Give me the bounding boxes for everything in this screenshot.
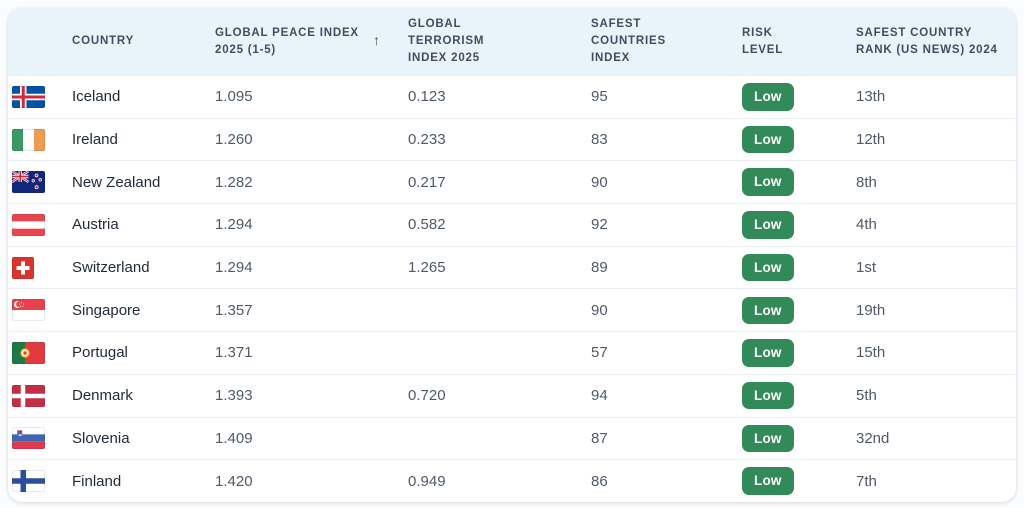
sort-ascending-icon[interactable]: ↑ bbox=[373, 32, 381, 49]
terrorism-index-value bbox=[400, 288, 583, 332]
column-header-label: GLOBAL TERRORISM INDEX 2025 bbox=[408, 18, 485, 64]
portugal-flag-icon bbox=[12, 341, 45, 364]
us-news-rank-value: 4th bbox=[848, 203, 1016, 247]
column-header-label: COUNTRY bbox=[72, 35, 135, 48]
table-row: Slovenia 1.409 87 Low 32nd bbox=[8, 416, 1016, 460]
safest-index-value: 95 bbox=[583, 75, 734, 119]
denmark-flag-icon bbox=[12, 384, 45, 407]
peace-index-value: 1.282 bbox=[207, 160, 400, 204]
terrorism-index-value bbox=[400, 331, 583, 375]
safest-index-value: 83 bbox=[583, 117, 734, 161]
us-news-rank-value: 12th bbox=[848, 117, 1016, 161]
country-name: New Zealand bbox=[72, 173, 161, 191]
country-name: Austria bbox=[72, 216, 119, 234]
safest-index-value: 92 bbox=[583, 203, 734, 247]
risk-level-badge: Low bbox=[742, 339, 794, 367]
country-name: Ireland bbox=[72, 131, 118, 149]
safest-index-value: 90 bbox=[583, 288, 734, 332]
risk-level-badge: Low bbox=[742, 125, 794, 154]
peace-index-value: 1.294 bbox=[207, 245, 400, 289]
risk-level-badge: Low bbox=[742, 296, 794, 325]
risk-level-badge: Low bbox=[742, 467, 794, 495]
column-header-label: SAFEST COUNTRIES INDEX bbox=[591, 18, 666, 64]
ireland-flag-icon bbox=[12, 128, 45, 151]
column-header-label: RISK LEVEL bbox=[742, 26, 784, 56]
table-header-row: COUNTRY GLOBAL PEACE INDEX 2025 (1-5) ↑ … bbox=[8, 8, 1016, 76]
column-header-safest-index[interactable]: SAFEST COUNTRIES INDEX bbox=[583, 8, 734, 76]
risk-level-badge: Low bbox=[742, 424, 794, 453]
us-news-rank-value: 8th bbox=[848, 160, 1016, 204]
column-header-terrorism-index[interactable]: GLOBAL TERRORISM INDEX 2025 bbox=[400, 8, 583, 76]
table-row: New Zealand 1.282 0.217 90 Low 8th bbox=[8, 160, 1016, 204]
country-name: Iceland bbox=[72, 88, 121, 106]
us-news-rank-value: 19th bbox=[848, 288, 1016, 332]
safest-index-value: 90 bbox=[583, 160, 734, 204]
table-row: Switzerland 1.294 1.265 89 Low 1st bbox=[8, 245, 1016, 289]
slovenia-flag-icon bbox=[12, 427, 45, 450]
column-header-us-news-rank[interactable]: SAFEST COUNTRY RANK (US NEWS) 2024 bbox=[848, 8, 1016, 76]
table-row: Singapore 1.357 90 Low 19th bbox=[8, 288, 1016, 332]
terrorism-index-value: 0.582 bbox=[400, 203, 583, 247]
austria-flag-icon bbox=[12, 213, 45, 236]
peace-index-value: 1.260 bbox=[207, 117, 400, 161]
column-header-label: GLOBAL PEACE INDEX 2025 (1-5) bbox=[215, 26, 359, 56]
us-news-rank-value: 13th bbox=[848, 75, 1016, 119]
country-name: Switzerland bbox=[72, 259, 150, 277]
risk-level-badge: Low bbox=[742, 381, 794, 410]
us-news-rank-value: 32nd bbox=[848, 416, 1016, 460]
peace-index-value: 1.393 bbox=[207, 373, 400, 417]
iceland-flag-icon bbox=[12, 85, 45, 108]
safest-index-value: 94 bbox=[583, 373, 734, 417]
table-row: Portugal 1.371 57 Low 15th bbox=[8, 331, 1016, 375]
terrorism-index-value: 1.265 bbox=[400, 245, 583, 289]
us-news-rank-value: 15th bbox=[848, 331, 1016, 375]
terrorism-index-value: 0.233 bbox=[400, 117, 583, 161]
column-header-risk-level[interactable]: RISK LEVEL bbox=[734, 8, 848, 76]
terrorism-index-value: 0.720 bbox=[400, 373, 583, 417]
country-name: Slovenia bbox=[72, 429, 130, 447]
us-news-rank-value: 1st bbox=[848, 245, 1016, 289]
column-header-peace-index[interactable]: GLOBAL PEACE INDEX 2025 (1-5) ↑ bbox=[207, 8, 400, 76]
table-row: Austria 1.294 0.582 92 Low 4th bbox=[8, 203, 1016, 247]
country-name: Portugal bbox=[72, 344, 128, 362]
risk-level-badge: Low bbox=[742, 168, 794, 196]
finland-flag-icon bbox=[12, 470, 45, 493]
terrorism-index-value bbox=[400, 416, 583, 460]
peace-index-value: 1.371 bbox=[207, 331, 400, 375]
country-name: Singapore bbox=[72, 301, 141, 319]
us-news-rank-value: 5th bbox=[848, 373, 1016, 417]
table-row: Finland 1.420 0.949 86 Low 7th bbox=[8, 459, 1016, 502]
safest-index-value: 87 bbox=[583, 416, 734, 460]
safest-countries-table: COUNTRY GLOBAL PEACE INDEX 2025 (1-5) ↑ … bbox=[8, 8, 1016, 502]
switzerland-flag-icon bbox=[12, 256, 34, 279]
safest-index-value: 89 bbox=[583, 245, 734, 289]
table-row: Denmark 1.393 0.720 94 Low 5th bbox=[8, 373, 1016, 417]
terrorism-index-value: 0.217 bbox=[400, 160, 583, 204]
table-row: Iceland 1.095 0.123 95 Low 13th bbox=[8, 75, 1016, 119]
peace-index-value: 1.095 bbox=[207, 75, 400, 119]
table-body: Iceland 1.095 0.123 95 Low 13th Ireland … bbox=[8, 75, 1016, 502]
risk-level-badge: Low bbox=[742, 253, 794, 282]
country-name: Denmark bbox=[72, 387, 133, 405]
singapore-flag-icon bbox=[12, 299, 45, 322]
safest-index-value: 57 bbox=[583, 331, 734, 375]
peace-index-value: 1.409 bbox=[207, 416, 400, 460]
risk-level-badge: Low bbox=[742, 211, 794, 239]
table-row: Ireland 1.260 0.233 83 Low 12th bbox=[8, 117, 1016, 161]
terrorism-index-value: 0.949 bbox=[400, 459, 583, 502]
us-news-rank-value: 7th bbox=[848, 459, 1016, 502]
safest-countries-table-card: COUNTRY GLOBAL PEACE INDEX 2025 (1-5) ↑ … bbox=[8, 8, 1016, 502]
peace-index-value: 1.294 bbox=[207, 203, 400, 247]
terrorism-index-value: 0.123 bbox=[400, 75, 583, 119]
column-header-country[interactable]: COUNTRY bbox=[8, 8, 207, 76]
risk-level-badge: Low bbox=[742, 83, 794, 111]
safest-index-value: 86 bbox=[583, 459, 734, 502]
peace-index-value: 1.420 bbox=[207, 459, 400, 502]
new-zealand-flag-icon bbox=[12, 171, 45, 194]
peace-index-value: 1.357 bbox=[207, 288, 400, 332]
column-header-label: SAFEST COUNTRY RANK (US NEWS) 2024 bbox=[856, 26, 998, 56]
country-name: Finland bbox=[72, 472, 122, 490]
